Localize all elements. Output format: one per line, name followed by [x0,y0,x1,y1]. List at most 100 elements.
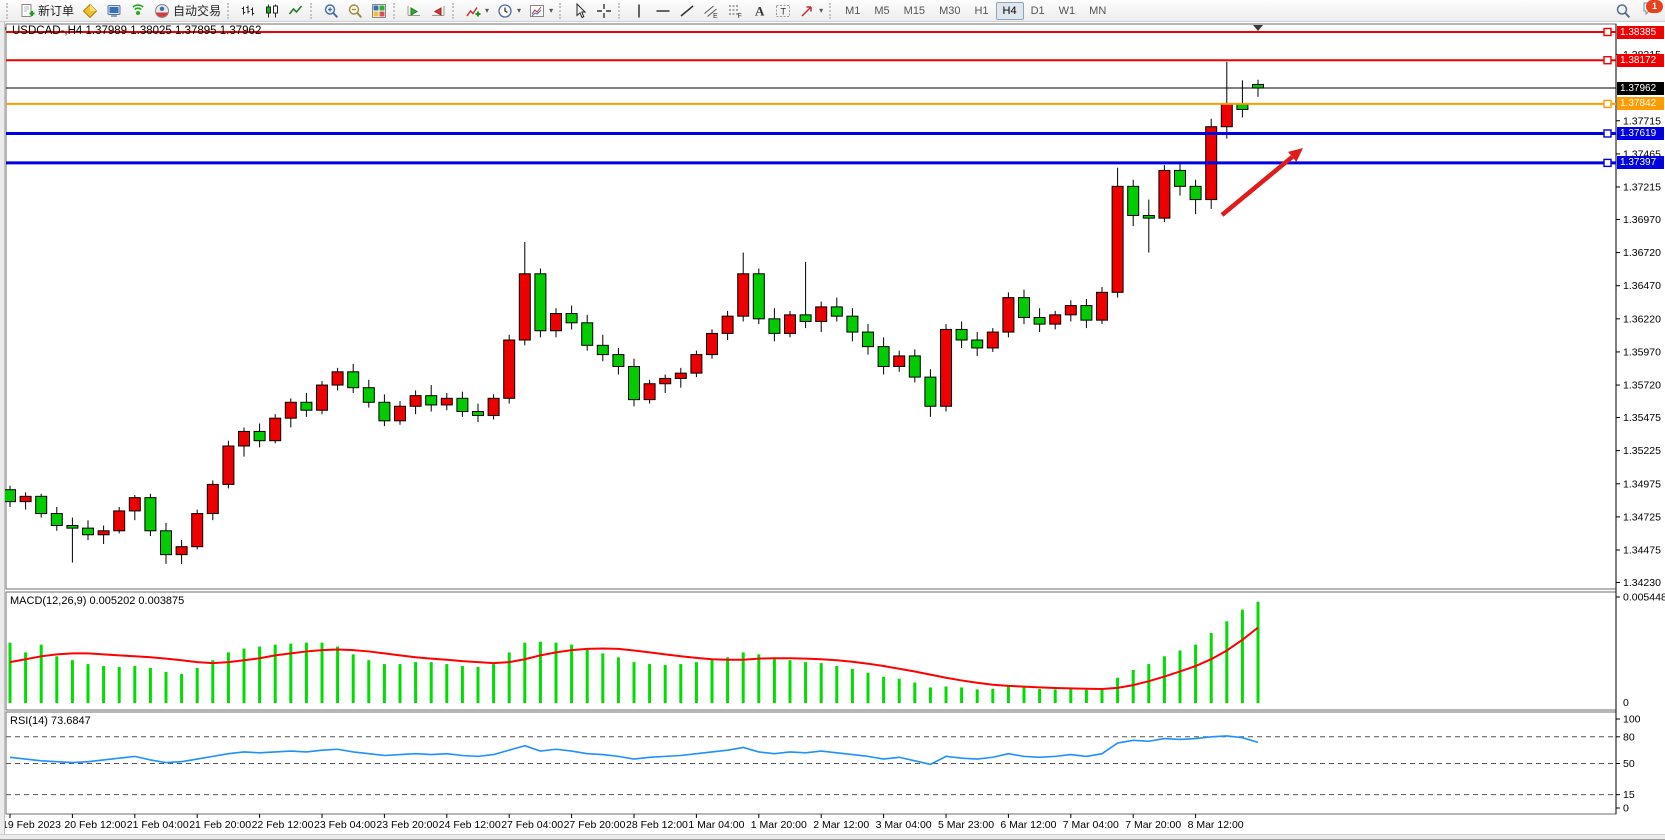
cursor-button[interactable] [568,0,592,22]
timeframe-m5-button[interactable]: M5 [874,4,890,17]
trend-line-button[interactable] [675,0,699,22]
cursor-icon [572,2,588,19]
svg-text:E: E [713,13,718,19]
macd-histogram-bar [679,664,683,703]
macd-histogram-bar [1038,688,1042,703]
toolbox-button[interactable] [102,0,126,22]
line-handle[interactable] [1603,129,1612,138]
candle-body [706,332,718,356]
toolbar-group-grip [310,2,315,19]
candle-body [206,483,219,515]
line-handle[interactable] [1603,27,1612,37]
signals-button[interactable] [126,0,150,22]
text-label-button[interactable]: T [771,0,795,22]
candle-body [862,331,874,348]
chart-shift-marker[interactable] [1253,25,1263,31]
trend-arrow-head[interactable] [1288,148,1303,162]
arrows-button[interactable]: ▾ [795,0,827,22]
line-handle[interactable] [1603,99,1612,109]
macd-histogram-bar [710,660,714,703]
timeframe-h1-button[interactable]: H1 [974,4,989,17]
candlestick-mode-button[interactable] [260,0,284,22]
macd-histogram-bar [55,656,59,703]
chevron-down-icon[interactable]: ▾ [485,6,490,15]
candle-body [456,397,469,413]
shift-icon [430,3,446,19]
hline-icon [655,3,671,19]
indicators-button[interactable]: ▾ [461,0,493,22]
crosshair-button[interactable] [592,0,616,22]
candle-body [253,430,266,442]
macd-histogram-bar [1069,688,1073,703]
macd-histogram-bar [117,667,121,703]
macd-histogram-bar [445,664,449,703]
templates-button[interactable]: ▾ [525,0,557,22]
time-label: 20 Feb 12:00 [64,819,126,831]
bar-chart-mode-button[interactable] [236,0,260,22]
candle-body [238,430,250,447]
toolbar-group-grip [559,2,564,19]
notifications-button[interactable]: 1 [1639,0,1663,21]
candle-body [846,315,859,333]
bid-price-badge: 1.37962 [1617,81,1664,95]
macd-label: MACD(12,26,9) 0.005202 0.003875 [10,595,185,607]
chevron-down-icon[interactable]: ▾ [819,6,824,15]
market-button[interactable] [78,0,102,22]
macd-histogram-bar [102,666,106,703]
macd-histogram-bar [1022,687,1026,703]
auto-scroll-button[interactable] [402,0,426,22]
candle-body [1220,103,1233,128]
toolbar-group-grip [393,2,398,19]
candle-body [394,405,406,422]
candle-body [1049,314,1062,325]
zoom-in-button[interactable] [319,0,343,22]
tile-windows-button[interactable] [367,0,391,22]
timeframe-w1-button[interactable]: W1 [1058,4,1076,17]
macd-histogram-bar [585,648,589,703]
candle-body [721,315,734,334]
zoom-out-button[interactable] [343,0,367,22]
text-button[interactable]: A [747,0,771,22]
auto-trading-button[interactable]: 自动交易 [150,0,225,22]
chevron-down-icon[interactable]: ▾ [549,6,554,15]
periods-button[interactable]: ▾ [493,0,525,22]
chart-canvas[interactable]: 1.382151.377151.374651.372151.369701.367… [0,22,1665,839]
candle-body [19,495,32,503]
candle-body [35,495,48,515]
line-handle[interactable] [1603,158,1612,168]
macd-histogram-bar [897,678,901,703]
line-chart-mode-button[interactable] [284,0,308,22]
trend-arrow-annotation[interactable] [1220,155,1294,217]
search-button[interactable] [1611,0,1635,22]
timeframe-d1-button[interactable]: D1 [1030,4,1045,17]
macd-histogram-bar [351,654,355,703]
timeframe-m1-button[interactable]: M1 [845,4,861,17]
channel-icon: E [703,3,719,19]
monitor-icon [106,3,122,19]
candle-body [737,273,750,317]
timeframe-m15-button[interactable]: M15 [903,4,926,17]
tiles-icon [371,3,387,19]
equidistant-channel-button[interactable]: E [699,0,723,22]
time-label: 6 Mar 12:00 [1000,819,1056,831]
price-level-badge: 1.38172 [1617,53,1664,67]
fibonacci-button[interactable]: F [723,0,747,22]
chevron-down-icon[interactable]: ▾ [517,6,522,15]
candle-body [300,401,313,411]
vertical-line-button[interactable] [627,0,651,22]
new-order-button[interactable]: 新订单 [15,0,78,22]
timeframe-m30-button[interactable]: M30 [939,4,961,17]
timeframe-h4-button[interactable]: H4 [995,1,1024,20]
horizontal-line-button[interactable] [651,0,675,22]
line-handle[interactable] [1603,56,1612,65]
candle-body [1080,305,1093,321]
macd-histogram-bar [1116,677,1120,703]
svg-text:A: A [755,3,765,18]
macd-histogram-bar [726,657,730,703]
toolbar: 新订单 自动交易 ▾ ▾ ▾ E F A T ▾ M1 M5 M15 M30 H1 H4 D1 W1 MN 1 [0,0,1665,22]
macd-histogram-bar [39,644,43,703]
chart-shift-button[interactable] [426,0,450,22]
time-label: 27 Feb 04:00 [501,819,563,831]
timeframe-mn-button[interactable]: MN [1089,4,1107,17]
time-label: 23 Feb 04:00 [314,819,376,831]
